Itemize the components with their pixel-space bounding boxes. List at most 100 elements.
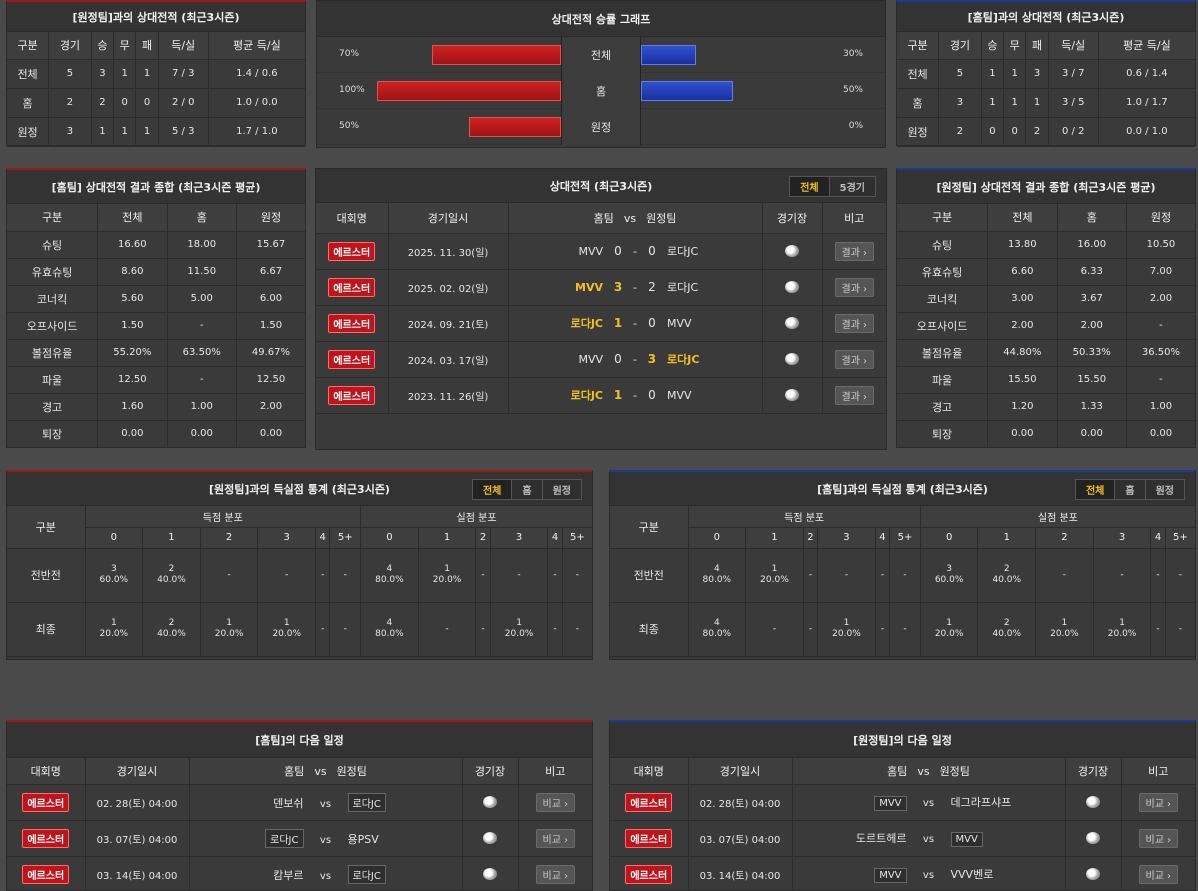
away-team[interactable]: 로다JC <box>347 864 386 884</box>
home-team[interactable]: MVV <box>874 795 907 811</box>
tab-home[interactable]: 홈 <box>512 480 543 499</box>
stat-cell: 2 <box>1025 117 1049 147</box>
league-badge[interactable]: 에르스터 <box>625 828 673 848</box>
note-cell: 결과 › <box>822 233 886 270</box>
stat-cell: 1.7 / 1.0 <box>208 117 305 147</box>
tab-5games[interactable]: 5경기 <box>839 183 865 194</box>
home-team[interactable]: 덴보쉬 <box>273 796 304 810</box>
away-team[interactable]: 로다JC <box>347 792 386 812</box>
away-team[interactable]: VVV벤로 <box>950 867 994 881</box>
home-score: 1 <box>613 388 623 402</box>
stadium-icon[interactable] <box>483 796 497 808</box>
stadium-icon[interactable] <box>785 353 799 365</box>
scored-cell: - <box>315 548 331 603</box>
teams-cell: 로다JC vs 용PSV <box>189 820 463 857</box>
result-button[interactable]: 결과 › <box>834 313 874 333</box>
bucket-row: 0 1 2 3 4 5+ 0 1 2 3 4 5+ <box>7 527 592 549</box>
stadium-icon[interactable] <box>785 389 799 401</box>
stadium-icon[interactable] <box>483 832 497 844</box>
compare-button[interactable]: 비교 › <box>535 864 575 884</box>
tab-all[interactable]: 전체 <box>1075 480 1116 499</box>
league-badge[interactable]: 에르스터 <box>328 241 376 261</box>
stat-cell: 2.00 <box>1126 285 1195 313</box>
compare-button[interactable]: 비교 › <box>1138 864 1178 884</box>
home-team[interactable]: MVV <box>578 245 603 258</box>
scored-cell: - <box>329 548 362 603</box>
result-button[interactable]: 결과 › <box>834 385 874 405</box>
table-row: 최종 4 80.0% - -1 20.0% - -1 20.0% 2 40.0% 1 20.0% 1 20.… <box>610 602 1195 657</box>
away-team[interactable]: 용PSV <box>347 832 379 846</box>
stat-cell: 0.00 <box>236 420 305 448</box>
home-team[interactable]: 로다JC <box>570 389 603 402</box>
home-team[interactable]: MVV <box>578 353 603 366</box>
tab-home[interactable]: 홈 <box>1115 480 1146 499</box>
stadium-icon[interactable] <box>785 317 799 329</box>
away-team[interactable]: MVV <box>666 317 692 330</box>
compare-button[interactable]: 비교 › <box>535 828 575 848</box>
compare-button[interactable]: 비교 › <box>1138 792 1178 812</box>
count: - <box>553 623 557 634</box>
conceded-cell: - <box>1150 548 1166 603</box>
tab-away[interactable]: 원정 <box>552 486 571 497</box>
league-badge[interactable]: 에르스터 <box>328 277 376 297</box>
percent: 80.0% <box>702 575 732 585</box>
league-badge[interactable]: 에르스터 <box>22 828 70 848</box>
away-team[interactable]: MVV <box>666 389 692 402</box>
stadium-icon[interactable] <box>1086 868 1100 880</box>
away-wrap: MVV <box>950 831 1061 847</box>
tab-away[interactable]: 원정 <box>1155 486 1174 497</box>
away-team[interactable]: MVV <box>950 831 983 847</box>
row-label: 유효슈팅 <box>897 258 989 286</box>
stadium-icon[interactable] <box>785 245 799 257</box>
home-team[interactable]: 로다JC <box>570 317 603 330</box>
result-label: 결과 <box>841 355 860 367</box>
col-teams: 홈팀 vs 원정팀 <box>508 203 763 234</box>
stat-cell: - <box>1126 366 1195 394</box>
table-row: 오프사이드 2.00 2.00- <box>897 312 1195 340</box>
league-badge[interactable]: 에르스터 <box>22 864 70 884</box>
league-badge[interactable]: 에르스터 <box>328 313 376 333</box>
home-wrap: 로다JC <box>194 828 304 848</box>
goals-right-panel: [홈팀]과의 득실점 통계 (최근3시즌) 전체 홈 원정 구분 득점 분포 실점 … <box>609 470 1196 660</box>
row-label: 전체 <box>897 59 940 89</box>
home-team[interactable]: 도르트헤르 <box>855 831 907 845</box>
scored-cell: - <box>889 602 921 657</box>
compare-button[interactable]: 비교 › <box>535 792 575 812</box>
stat-cell: 1.50 <box>236 312 305 340</box>
stadium-icon[interactable] <box>483 868 497 880</box>
percent: 20.0% <box>99 629 129 639</box>
home-team[interactable]: 캄부르 <box>273 868 304 882</box>
column-header: 승 <box>981 32 1005 60</box>
stadium-icon[interactable] <box>1086 796 1100 808</box>
match-row: 에르스터 2025. 11. 30(일) MVV 0-0 로다JC 결과 › <box>316 233 886 270</box>
away-team[interactable]: 로다JC <box>666 245 699 258</box>
league-badge[interactable]: 에르스터 <box>22 792 70 812</box>
league-badge[interactable]: 에르스터 <box>328 385 376 405</box>
stat-cell: 1.4 / 0.6 <box>208 59 305 89</box>
stadium-icon[interactable] <box>1086 832 1100 844</box>
stat-cell: 3 <box>938 88 982 118</box>
goals-left-title: [원정팀]과의 득실점 통계 (최근3시즌) <box>209 482 390 496</box>
count: - <box>903 569 907 580</box>
league-badge[interactable]: 에르스터 <box>625 864 673 884</box>
home-team[interactable]: 로다JC <box>265 828 304 848</box>
result-button[interactable]: 결과 › <box>834 241 874 261</box>
stat-cell: 2.00 <box>1057 312 1127 340</box>
away-team[interactable]: 로다JC <box>666 353 700 366</box>
home-team[interactable]: MVV <box>874 867 907 883</box>
compare-button[interactable]: 비교 › <box>1138 828 1178 848</box>
home-team[interactable]: MVV <box>575 281 603 294</box>
stadium-icon[interactable] <box>785 281 799 293</box>
scored-cell: 2 40.0% <box>142 548 201 603</box>
tab-all[interactable]: 전체 <box>790 177 830 196</box>
league-badge[interactable]: 에르스터 <box>625 792 673 812</box>
away-team[interactable]: 데그라프샤프 <box>950 795 1012 809</box>
result-button[interactable]: 결과 › <box>834 349 874 369</box>
conceded-cell: - <box>1165 602 1195 657</box>
league-badge[interactable]: 에르스터 <box>328 349 376 369</box>
league-cell: 에르스터 <box>610 820 689 857</box>
tab-all[interactable]: 전체 <box>472 480 513 499</box>
bucket-header: 3 <box>817 527 876 549</box>
result-button[interactable]: 결과 › <box>834 277 874 297</box>
away-team[interactable]: 로다JC <box>666 281 699 294</box>
